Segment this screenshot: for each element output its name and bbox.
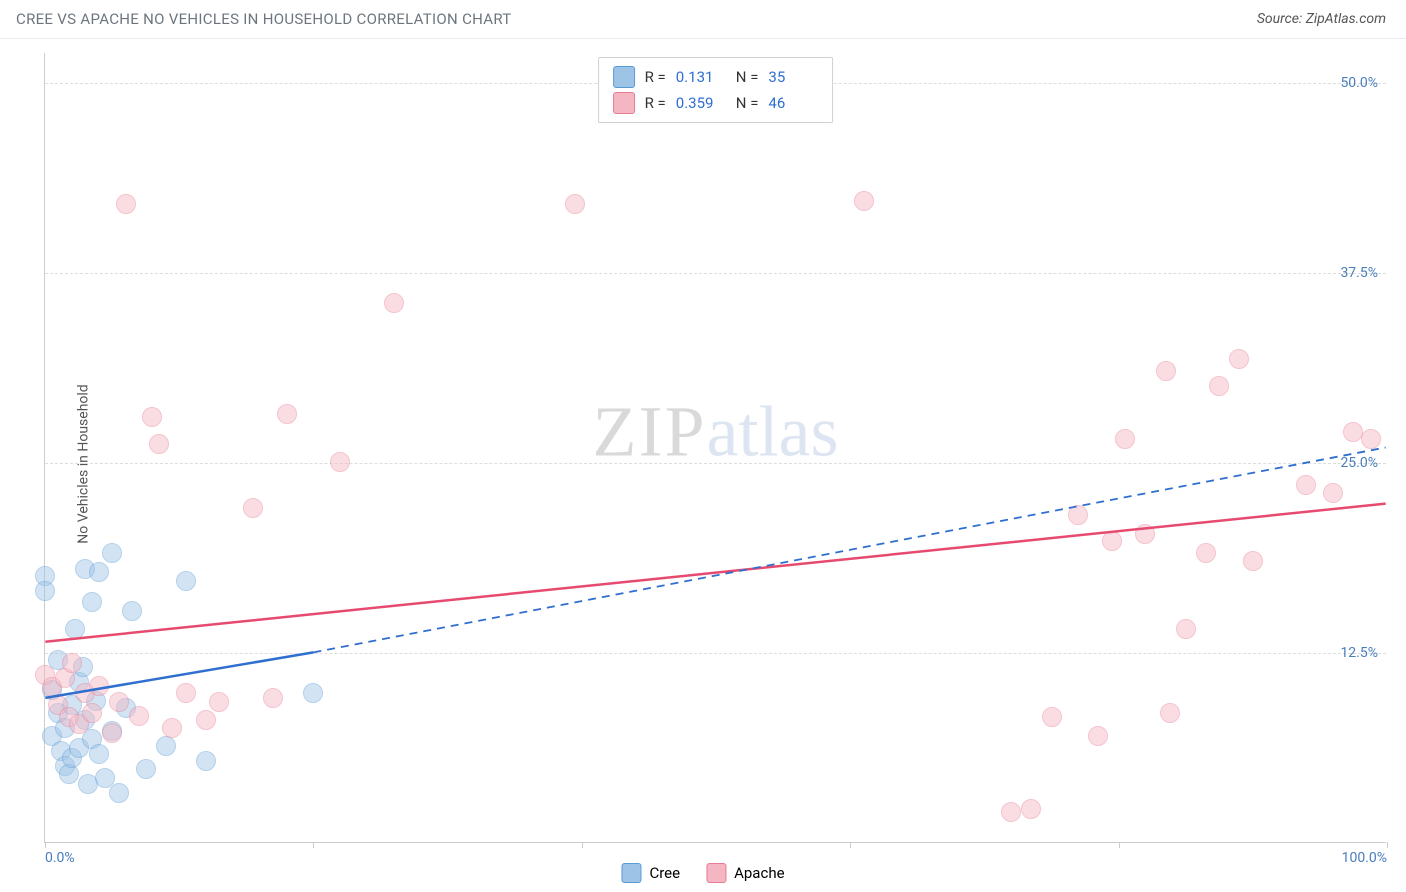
scatter-point-cree: [82, 592, 102, 612]
scatter-point-apache: [263, 688, 283, 708]
scatter-point-apache: [1323, 483, 1343, 503]
xtick: [313, 842, 314, 848]
scatter-point-apache: [89, 676, 109, 696]
scatter-point-cree: [89, 562, 109, 582]
scatter-point-apache: [243, 498, 263, 518]
xtick: [1119, 842, 1120, 848]
scatter-point-apache: [1115, 429, 1135, 449]
chart-area: No Vehicles in Household R = 0.131 N = 3…: [0, 39, 1406, 889]
ytick-label: 12.5%: [1340, 645, 1378, 661]
chart-source: Source: ZipAtlas.com: [1257, 11, 1386, 27]
scatter-point-apache: [1296, 475, 1316, 495]
scatter-point-apache: [1243, 551, 1263, 571]
scatter-point-cree: [89, 744, 109, 764]
scatter-point-apache: [1088, 726, 1108, 746]
scatter-point-apache: [1001, 802, 1021, 822]
scatter-point-apache: [854, 191, 874, 211]
scatter-point-cree: [122, 601, 142, 621]
legend-row-apache: R = 0.359 N = 46: [613, 90, 819, 116]
scatter-point-apache: [330, 452, 350, 472]
scatter-point-apache: [116, 194, 136, 214]
scatter-point-cree: [102, 543, 122, 563]
scatter-point-cree: [156, 736, 176, 756]
scatter-point-apache: [62, 653, 82, 673]
series-legend: Cree Apache: [621, 863, 784, 883]
legend-item-apache: Apache: [706, 863, 784, 883]
legend-item-cree: Cree: [621, 863, 680, 883]
scatter-point-apache: [1102, 531, 1122, 551]
scatter-point-cree: [196, 751, 216, 771]
plot-region: R = 0.131 N = 35 R = 0.359 N = 46 ZIPatl…: [44, 53, 1386, 843]
scatter-point-apache: [1176, 619, 1196, 639]
scatter-point-apache: [384, 293, 404, 313]
scatter-point-apache: [1068, 505, 1088, 525]
scatter-point-apache: [1361, 429, 1381, 449]
scatter-point-apache: [209, 692, 229, 712]
scatter-point-apache: [1021, 799, 1041, 819]
r-value-apache: 0.359: [676, 94, 726, 112]
scatter-point-apache: [149, 434, 169, 454]
xtick: [850, 842, 851, 848]
scatter-point-cree: [136, 759, 156, 779]
correlation-legend: R = 0.131 N = 35 R = 0.359 N = 46: [598, 57, 834, 123]
r-value-cree: 0.131: [676, 68, 726, 86]
xtick: [45, 842, 46, 848]
chart-header: CREE VS APACHE NO VEHICLES IN HOUSEHOLD …: [0, 0, 1406, 39]
scatter-point-apache: [1042, 707, 1062, 727]
scatter-point-apache: [1156, 361, 1176, 381]
scatter-point-apache: [102, 723, 122, 743]
scatter-point-apache: [142, 407, 162, 427]
chart-title: CREE VS APACHE NO VEHICLES IN HOUSEHOLD …: [16, 10, 512, 28]
xtick-label: 0.0%: [45, 850, 75, 866]
ytick-label: 50.0%: [1340, 75, 1378, 91]
gridline: [45, 653, 1386, 654]
scatter-point-cree: [303, 683, 323, 703]
scatter-point-apache: [1160, 703, 1180, 723]
apache-swatch: [706, 863, 726, 883]
scatter-point-apache: [1229, 349, 1249, 369]
r-label: R =: [645, 68, 666, 86]
scatter-point-apache: [565, 194, 585, 214]
scatter-point-cree: [65, 619, 85, 639]
ytick-label: 37.5%: [1340, 265, 1378, 281]
trend-lines: [45, 53, 1386, 842]
ytick-label: 25.0%: [1340, 455, 1378, 471]
n-label: N =: [736, 68, 759, 86]
scatter-point-cree: [35, 581, 55, 601]
scatter-point-apache: [196, 710, 216, 730]
scatter-point-apache: [1135, 524, 1155, 544]
xtick: [1387, 842, 1388, 848]
legend-label-cree: Cree: [649, 864, 680, 882]
scatter-point-apache: [1209, 376, 1229, 396]
r-label: R =: [645, 94, 666, 112]
scatter-point-apache: [109, 692, 129, 712]
legend-label-apache: Apache: [734, 864, 784, 882]
n-value-cree: 35: [768, 68, 818, 86]
xtick: [582, 842, 583, 848]
cree-swatch: [621, 863, 641, 883]
gridline: [45, 463, 1386, 464]
gridline: [45, 273, 1386, 274]
scatter-point-apache: [162, 718, 182, 738]
scatter-point-apache: [129, 706, 149, 726]
scatter-point-apache: [277, 404, 297, 424]
cree-swatch: [613, 66, 635, 88]
n-value-apache: 46: [768, 94, 818, 112]
watermark: ZIPatlas: [593, 390, 839, 473]
scatter-point-cree: [109, 783, 129, 803]
apache-swatch: [613, 92, 635, 114]
legend-row-cree: R = 0.131 N = 35: [613, 64, 819, 90]
scatter-point-cree: [176, 571, 196, 591]
xtick-label: 100.0%: [1342, 850, 1387, 866]
scatter-point-apache: [1196, 543, 1216, 563]
scatter-point-apache: [176, 683, 196, 703]
scatter-point-apache: [82, 703, 102, 723]
n-label: N =: [736, 94, 759, 112]
